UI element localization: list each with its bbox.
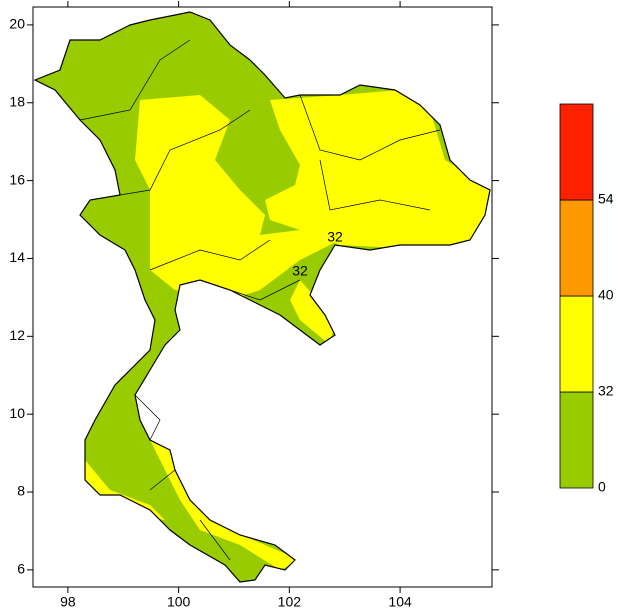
colorbar-label: 32 (598, 383, 614, 399)
region-east-coast (290, 280, 335, 345)
map-fill (35, 12, 490, 582)
colorbar-segment (559, 103, 594, 201)
y-tick-label: 16 (9, 171, 25, 187)
y-tick-label: 8 (17, 483, 25, 499)
colorbar-label: 40 (598, 287, 614, 303)
region-central (135, 95, 340, 300)
y-tick-label: 10 (9, 405, 25, 421)
region-northeast (265, 90, 490, 248)
contour-label: 32 (292, 263, 308, 279)
colorbar-segment (559, 199, 594, 297)
map-frame (32, 6, 493, 588)
province-borders (79, 39, 441, 561)
y-tick-label: 12 (9, 327, 25, 343)
axes: 98 100 102 104 6 8 10 12 14 16 18 20 (9, 1, 499, 610)
colorbar: 0 32 40 54 (559, 103, 614, 495)
colorbar-segment (559, 391, 594, 489)
contour-label: 32 (327, 229, 343, 245)
x-tick-label: 104 (388, 594, 412, 610)
y-tick-label: 6 (17, 561, 25, 577)
region-south-coast (150, 440, 300, 570)
region-west-coast (85, 460, 165, 520)
x-tick-label: 100 (167, 594, 191, 610)
x-tick-label: 98 (60, 594, 76, 610)
region-low (35, 12, 490, 582)
colorbar-segment (559, 295, 594, 393)
x-tick-label: 102 (278, 594, 302, 610)
y-tick-label: 14 (9, 249, 25, 265)
colorbar-label: 0 (598, 479, 606, 495)
y-tick-label: 18 (9, 93, 25, 109)
y-tick-label: 20 (9, 16, 25, 32)
colorbar-label: 54 (598, 191, 614, 207)
